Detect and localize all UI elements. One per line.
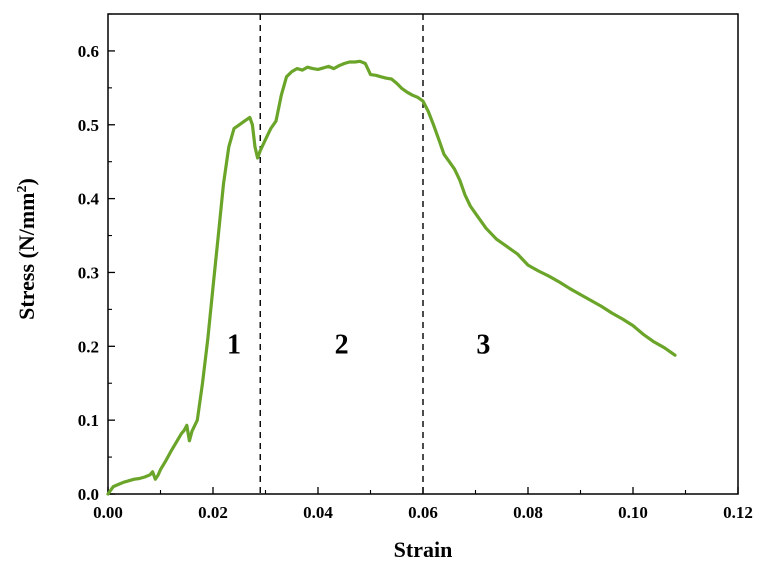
y-axis-title-superscript: 2 bbox=[15, 186, 30, 193]
x-tick-label: 0.08 bbox=[513, 503, 543, 522]
x-tick-label: 0.10 bbox=[618, 503, 648, 522]
y-tick-label: 0.2 bbox=[78, 337, 99, 356]
x-tick-label: 0.02 bbox=[198, 503, 228, 522]
x-axis-title: Strain bbox=[394, 537, 453, 562]
y-tick-label: 0.4 bbox=[78, 190, 100, 209]
y-axis-title-main: Stress (N/mm bbox=[14, 193, 39, 320]
x-tick-label: 0.00 bbox=[93, 503, 123, 522]
stress-strain-curve bbox=[106, 59, 677, 496]
y-tick-label: 0.3 bbox=[78, 263, 99, 282]
x-tick-label: 0.04 bbox=[303, 503, 333, 522]
y-tick-label: 0.0 bbox=[78, 485, 99, 504]
y-tick-label: 0.1 bbox=[78, 411, 99, 430]
y-tick-label: 0.5 bbox=[78, 116, 99, 135]
region-label-1: 1 bbox=[227, 330, 241, 361]
y-axis-title-close: ) bbox=[14, 178, 39, 185]
region-label-2: 2 bbox=[335, 330, 349, 361]
y-tick-label: 0.6 bbox=[78, 42, 99, 61]
region-label-3: 3 bbox=[476, 330, 490, 361]
x-tick-label: 0.12 bbox=[723, 503, 753, 522]
y-axis-title: Stress (N/mm2) bbox=[14, 178, 39, 320]
x-tick-label: 0.06 bbox=[408, 503, 438, 522]
